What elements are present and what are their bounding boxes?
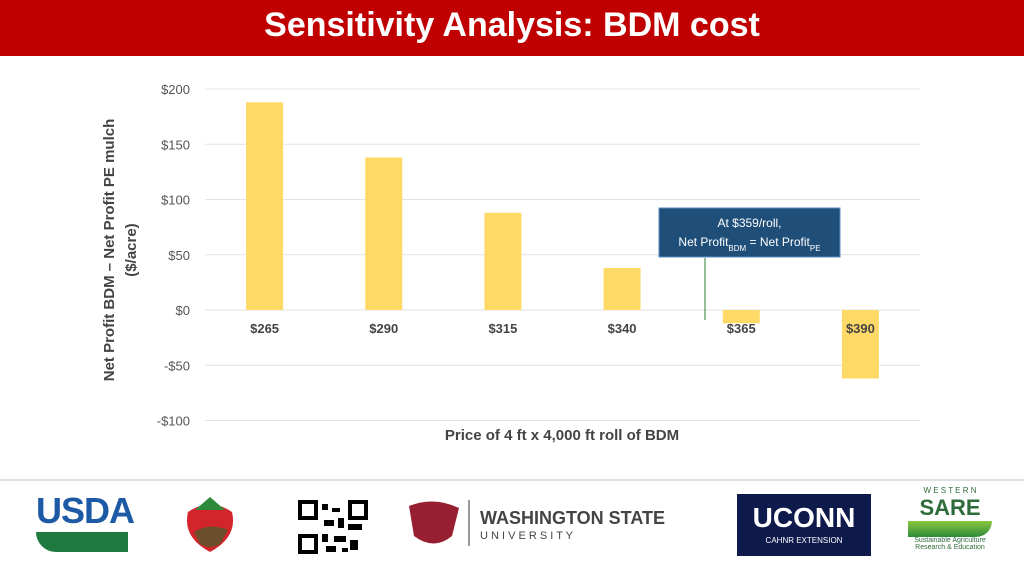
slide-title: Sensitivity Analysis: BDM cost — [0, 0, 1024, 56]
x-tick-label: $365 — [727, 321, 756, 336]
uconn-sub: CAHNR EXTENSION — [765, 536, 843, 545]
sare-logo: W E S T E R N SARE Sustainable Agricultu… — [908, 486, 992, 562]
bar — [365, 157, 403, 310]
usda-text: USDA — [36, 490, 135, 531]
x-tick-label: $290 — [369, 321, 398, 336]
annotation-text: = Net Profit — [746, 235, 810, 249]
annotation-subscript: BDM — [728, 244, 746, 253]
chart: -$100 -$50 $0 $50 $100 $150 $200 $265 $290 $315 $3… — [0, 82, 1024, 481]
sare-name: SARE — [919, 495, 981, 520]
y-tick-label: $100 — [161, 193, 190, 208]
y-tick-label: $50 — [168, 248, 190, 263]
y-tick-label: -$50 — [164, 358, 190, 373]
uconn-name: UCONN — [752, 502, 856, 533]
x-tick-label: $265 — [250, 321, 279, 336]
bar — [603, 268, 641, 310]
wsu-sub: U N I V E R S I T Y — [480, 530, 573, 542]
bar — [246, 102, 284, 310]
bar — [484, 212, 522, 310]
y-tick-label: $0 — [176, 303, 190, 318]
usda-logo: USDA — [36, 490, 135, 556]
sare-sub1: Sustainable Agriculture — [914, 537, 986, 544]
annotation-box — [658, 207, 841, 258]
strawberry-logo — [186, 497, 234, 552]
annotation-text: Net Profit — [678, 235, 729, 249]
bar — [841, 310, 879, 379]
wsu-mark — [409, 501, 459, 544]
y-tick-label: $150 — [161, 137, 190, 152]
y-axis-title: Net Profit BDM – Net Profit PE mulch — [101, 119, 118, 382]
x-tick-label: $315 — [488, 321, 517, 336]
sare-western: W E S T E R N — [923, 486, 977, 495]
wsu-name: WASHINGTON STATE — [480, 508, 666, 528]
annotation-line: Net ProfitBDM = Net ProfitPE — [678, 235, 820, 253]
bar — [722, 310, 760, 324]
x-axis-title: Price of 4 ft x 4,000 ft roll of BDM — [445, 427, 679, 444]
x-tick-label: $340 — [608, 321, 637, 336]
uconn-logo: UCONN CAHNR EXTENSION — [737, 494, 871, 556]
x-tick-label: $390 — [846, 321, 875, 336]
annotation-subscript: PE — [810, 244, 821, 253]
sare-sub2: Research & Education — [915, 544, 985, 551]
y-axis-title: ($/acre) — [123, 223, 140, 276]
y-tick-label: -$100 — [157, 414, 190, 429]
annotation-line: At $359/roll, — [717, 216, 781, 230]
y-tick-label: $200 — [161, 82, 190, 97]
wsu-logo: WASHINGTON STATE U N I V E R S I T Y — [404, 496, 694, 552]
qr-code — [298, 500, 368, 554]
